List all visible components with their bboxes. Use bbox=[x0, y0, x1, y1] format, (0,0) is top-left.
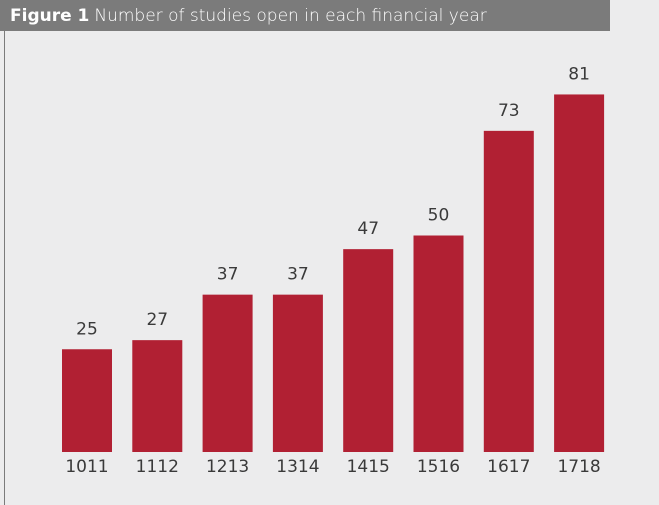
x-tick-label: 1415 bbox=[347, 457, 390, 477]
x-tick-label: 1112 bbox=[136, 457, 179, 477]
x-tick-label: 1718 bbox=[557, 457, 600, 477]
bar bbox=[62, 349, 112, 452]
value-label: 25 bbox=[76, 319, 98, 339]
bar bbox=[202, 294, 253, 452]
x-tick-label: 1516 bbox=[417, 457, 460, 477]
chart-title: Figure 1 Number of studies open in each f… bbox=[10, 6, 487, 26]
x-tick-label: 1213 bbox=[206, 457, 249, 477]
x-tick-label: 1617 bbox=[487, 457, 530, 477]
value-label: 37 bbox=[217, 265, 239, 285]
figure-label: Figure 1 bbox=[10, 6, 89, 26]
bar bbox=[272, 294, 323, 452]
value-label: 50 bbox=[428, 206, 450, 226]
value-label: 27 bbox=[146, 310, 168, 330]
bar bbox=[413, 235, 464, 452]
value-label: 81 bbox=[568, 64, 590, 84]
bar bbox=[483, 130, 534, 452]
x-tick-label: 1011 bbox=[65, 457, 108, 477]
value-label: 37 bbox=[287, 265, 309, 285]
bar bbox=[343, 249, 394, 452]
title-text: Number of studies open in each financial… bbox=[94, 6, 486, 26]
value-label: 47 bbox=[357, 219, 379, 239]
value-label: 73 bbox=[498, 101, 520, 121]
bar bbox=[132, 340, 183, 452]
x-tick-label: 1314 bbox=[276, 457, 319, 477]
title-bar bbox=[0, 0, 610, 31]
bar bbox=[554, 94, 605, 452]
